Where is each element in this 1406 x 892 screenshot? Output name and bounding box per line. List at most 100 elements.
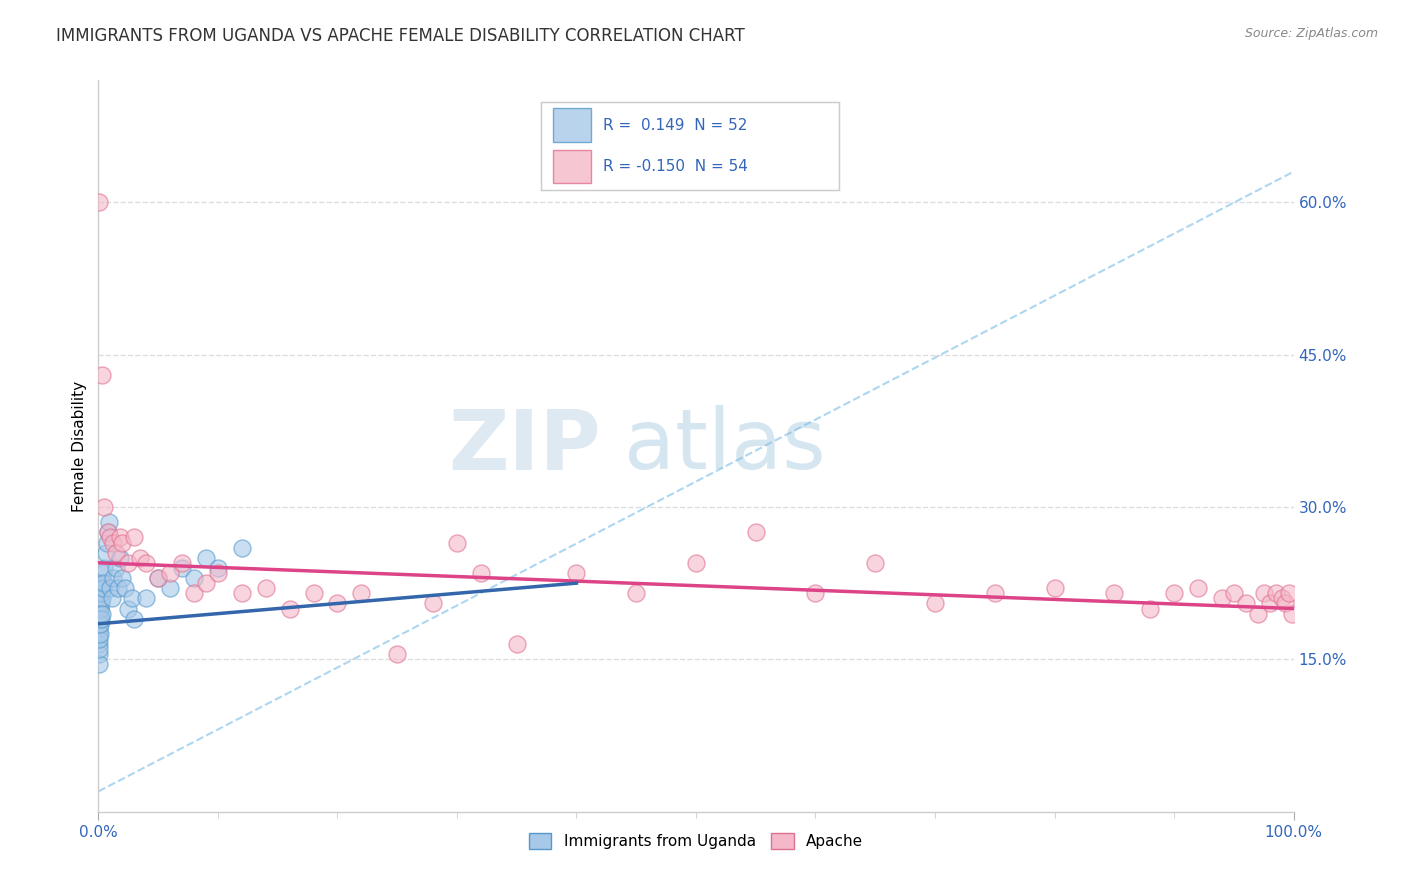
- Point: [422, 597, 444, 611]
- Point: [172, 556, 194, 570]
- Point: [89, 612, 111, 626]
- Point: [91, 566, 114, 580]
- Text: ZIP: ZIP: [449, 406, 600, 486]
- Point: [1271, 591, 1294, 606]
- Point: [254, 581, 277, 595]
- Point: [111, 535, 134, 549]
- Point: [231, 586, 253, 600]
- Text: IMMIGRANTS FROM UGANDA VS APACHE FEMALE DISABILITY CORRELATION CHART: IMMIGRANTS FROM UGANDA VS APACHE FEMALE …: [56, 27, 745, 45]
- Point: [93, 561, 115, 575]
- Point: [98, 581, 122, 595]
- Point: [93, 576, 115, 591]
- Point: [1278, 586, 1301, 600]
- Point: [865, 556, 887, 570]
- Point: [96, 535, 118, 549]
- Point: [89, 586, 111, 600]
- Point: [350, 586, 373, 600]
- Point: [98, 530, 122, 544]
- Point: [89, 601, 111, 615]
- Text: atlas: atlas: [624, 406, 825, 486]
- Point: [135, 556, 157, 570]
- Point: [90, 612, 112, 626]
- Point: [124, 612, 146, 626]
- Point: [506, 637, 529, 651]
- Point: [108, 550, 131, 565]
- Point: [1211, 591, 1233, 606]
- Point: [101, 535, 124, 549]
- Point: [1223, 586, 1246, 600]
- Point: [1274, 597, 1296, 611]
- Point: [446, 535, 468, 549]
- Point: [1264, 586, 1286, 600]
- Point: [231, 541, 253, 555]
- Point: [385, 647, 409, 661]
- Point: [195, 550, 218, 565]
- Point: [207, 561, 229, 575]
- Point: [91, 607, 114, 621]
- Y-axis label: Female Disability: Female Disability: [72, 380, 87, 512]
- Point: [89, 607, 111, 621]
- Point: [87, 637, 110, 651]
- Point: [87, 622, 110, 636]
- Point: [1163, 586, 1185, 600]
- Point: [1253, 586, 1275, 600]
- Point: [302, 586, 325, 600]
- Point: [1187, 581, 1209, 595]
- Point: [148, 571, 170, 585]
- Point: [135, 591, 157, 606]
- Point: [1043, 581, 1066, 595]
- Point: [1104, 586, 1126, 600]
- Point: [107, 581, 129, 595]
- Point: [87, 657, 110, 672]
- Point: [89, 616, 111, 631]
- Point: [124, 530, 146, 544]
- Point: [183, 586, 205, 600]
- Point: [111, 571, 134, 585]
- Point: [91, 368, 114, 382]
- Point: [89, 627, 111, 641]
- Point: [1281, 607, 1303, 621]
- Point: [105, 546, 128, 560]
- Point: [172, 561, 194, 575]
- Point: [101, 571, 124, 585]
- Point: [97, 525, 120, 540]
- Point: [89, 601, 111, 615]
- Point: [470, 566, 492, 580]
- Text: Source: ZipAtlas.com: Source: ZipAtlas.com: [1244, 27, 1378, 40]
- Point: [117, 556, 139, 570]
- Point: [924, 597, 946, 611]
- Point: [89, 627, 111, 641]
- Point: [97, 525, 120, 540]
- Point: [114, 581, 136, 595]
- Point: [159, 566, 181, 580]
- Point: [90, 586, 112, 600]
- Point: [98, 515, 121, 529]
- Point: [89, 195, 111, 210]
- Point: [984, 586, 1007, 600]
- Point: [108, 530, 131, 544]
- Point: [100, 591, 122, 606]
- Point: [745, 525, 768, 540]
- Point: [129, 550, 152, 565]
- Point: [94, 546, 117, 560]
- Point: [148, 571, 170, 585]
- Point: [89, 591, 111, 606]
- Point: [565, 566, 588, 580]
- Point: [89, 616, 111, 631]
- Point: [183, 571, 205, 585]
- Point: [804, 586, 827, 600]
- Point: [87, 647, 110, 661]
- Point: [278, 601, 301, 615]
- Point: [90, 581, 112, 595]
- Point: [1258, 597, 1281, 611]
- Legend: Immigrants from Uganda, Apache: Immigrants from Uganda, Apache: [523, 827, 869, 855]
- Point: [91, 591, 114, 606]
- Point: [89, 632, 111, 646]
- Point: [121, 591, 143, 606]
- Point: [117, 601, 139, 615]
- Point: [1234, 597, 1257, 611]
- Point: [91, 581, 114, 595]
- Point: [105, 561, 128, 575]
- Point: [195, 576, 218, 591]
- Point: [89, 607, 111, 621]
